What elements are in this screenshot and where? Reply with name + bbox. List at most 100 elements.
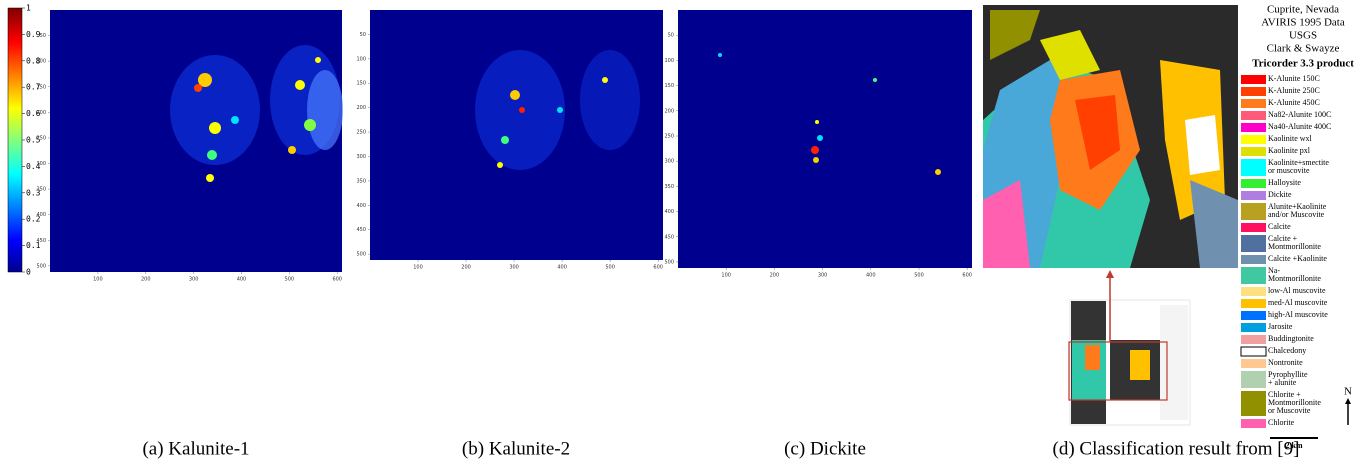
legend-swatch <box>1241 311 1266 320</box>
map-product: Tricorder 3.3 product <box>1252 58 1354 70</box>
y-tick-label: 350 <box>356 178 366 184</box>
map-header: USGS <box>1289 30 1317 42</box>
legend-label: low-Al muscovite <box>1268 286 1326 295</box>
legend-swatch <box>1241 123 1266 132</box>
caption: (a) Kalunite-1 <box>142 438 249 459</box>
legend-swatch <box>1241 255 1266 264</box>
map-header: Clark & Swayze <box>1267 43 1340 55</box>
north-label: N <box>1344 386 1352 398</box>
y-tick-label: 50 <box>40 33 46 39</box>
legend-swatch <box>1241 419 1266 428</box>
y-tick-label: 250 <box>664 133 674 139</box>
caption: (c) Dickite <box>784 438 866 459</box>
legend-label: Halloysite <box>1268 178 1301 187</box>
map-header: Cuprite, Nevada <box>1267 4 1339 16</box>
abundance-map-c <box>678 10 972 268</box>
legend-swatch <box>1241 347 1266 356</box>
north-arrowhead <box>1345 398 1351 404</box>
legend-swatch <box>1241 147 1266 156</box>
legend-swatch <box>1241 87 1266 96</box>
legend-swatch <box>1241 335 1266 344</box>
abundance-map-b <box>370 10 663 260</box>
legend-label: Kaolinite wxl <box>1268 134 1313 143</box>
classification-inset <box>1069 300 1190 425</box>
y-tick-label: 150 <box>36 84 46 90</box>
legend-swatch <box>1241 191 1266 200</box>
y-tick-label: 200 <box>356 105 366 111</box>
x-tick-label: 300 <box>189 277 199 283</box>
y-tick-label: 150 <box>356 81 366 87</box>
x-tick-label: 500 <box>285 277 295 283</box>
legend-swatch <box>1241 267 1266 284</box>
legend-swatch <box>1241 371 1266 388</box>
colorbar-tick-label: 0 <box>26 268 31 277</box>
legend-label: + alunite <box>1268 378 1297 387</box>
x-tick-label: 400 <box>557 265 567 271</box>
legend-swatch <box>1241 391 1266 416</box>
colorbar-tick-label: 1 <box>26 4 31 13</box>
x-tick-label: 500 <box>914 273 924 279</box>
y-tick-label: 500 <box>36 263 46 269</box>
legend-swatch <box>1241 323 1266 332</box>
x-tick-label: 600 <box>962 273 972 279</box>
abundance-map-a <box>50 10 343 272</box>
y-tick-label: 500 <box>664 259 674 265</box>
legend-label: Jarosite <box>1268 322 1293 331</box>
x-tick-label: 300 <box>509 265 519 271</box>
legend-label: Dickite <box>1268 190 1292 199</box>
legend-swatch <box>1241 359 1266 368</box>
legend-swatch <box>1241 99 1266 108</box>
legend-swatch <box>1241 223 1266 232</box>
x-tick-label: 600 <box>332 277 342 283</box>
legend-swatch <box>1241 159 1266 176</box>
legend-label: Nontronite <box>1268 358 1303 367</box>
caption: (b) Kalunite-2 <box>462 438 570 459</box>
legend-label: K-Alunite 450C <box>1268 98 1320 107</box>
y-tick-label: 100 <box>664 58 674 64</box>
x-tick-label: 600 <box>653 265 663 271</box>
legend-label: or Muscovite <box>1268 406 1311 415</box>
legend-label: or muscovite <box>1268 166 1310 175</box>
y-tick-label: 200 <box>36 110 46 116</box>
y-tick-label: 400 <box>36 212 46 218</box>
legend-label: Chalcedony <box>1268 346 1306 355</box>
y-tick-label: 450 <box>356 227 366 233</box>
legend-swatch <box>1241 299 1266 308</box>
legend-swatch <box>1241 287 1266 296</box>
legend-label: K-Alunite 150C <box>1268 74 1320 83</box>
y-tick-label: 300 <box>664 159 674 165</box>
legend-swatch <box>1241 203 1266 220</box>
y-tick-label: 250 <box>356 130 366 136</box>
legend-swatch <box>1241 235 1266 252</box>
legend-swatch <box>1241 75 1266 84</box>
legend-label: Chlorite <box>1268 418 1295 427</box>
legend-label: Kaolinite pxl <box>1268 146 1311 155</box>
legend-label: and/or Muscovite <box>1268 210 1325 219</box>
x-tick-label: 300 <box>818 273 828 279</box>
legend-swatch <box>1241 179 1266 188</box>
legend-label: K-Alunite 250C <box>1268 86 1320 95</box>
legend-label: Na40-Alunite 400C <box>1268 122 1331 131</box>
y-tick-label: 100 <box>36 59 46 65</box>
y-tick-label: 450 <box>36 238 46 244</box>
figure: 00.10.20.30.40.50.60.70.80.9110020030040… <box>0 0 1368 465</box>
x-tick-label: 200 <box>141 277 151 283</box>
y-tick-label: 50 <box>360 32 366 38</box>
y-tick-label: 50 <box>668 33 674 39</box>
y-tick-label: 300 <box>36 161 46 167</box>
y-tick-label: 100 <box>356 56 366 62</box>
colorbar-tick-label: 0.9 <box>26 30 41 39</box>
legend-swatch <box>1241 135 1266 144</box>
x-tick-label: 200 <box>461 265 471 271</box>
legend-label: Calcite +Kaolinite <box>1268 254 1327 263</box>
y-tick-label: 250 <box>36 135 46 141</box>
zoom-arrowhead <box>1106 270 1114 278</box>
map-header: AVIRIS 1995 Data <box>1261 17 1345 29</box>
x-tick-label: 100 <box>93 277 103 283</box>
y-tick-label: 500 <box>356 252 366 258</box>
x-tick-label: 400 <box>866 273 876 279</box>
x-tick-label: 400 <box>237 277 247 283</box>
legend-label: Buddingtonite <box>1268 334 1314 343</box>
x-tick-label: 200 <box>770 273 780 279</box>
x-tick-label: 100 <box>721 273 731 279</box>
